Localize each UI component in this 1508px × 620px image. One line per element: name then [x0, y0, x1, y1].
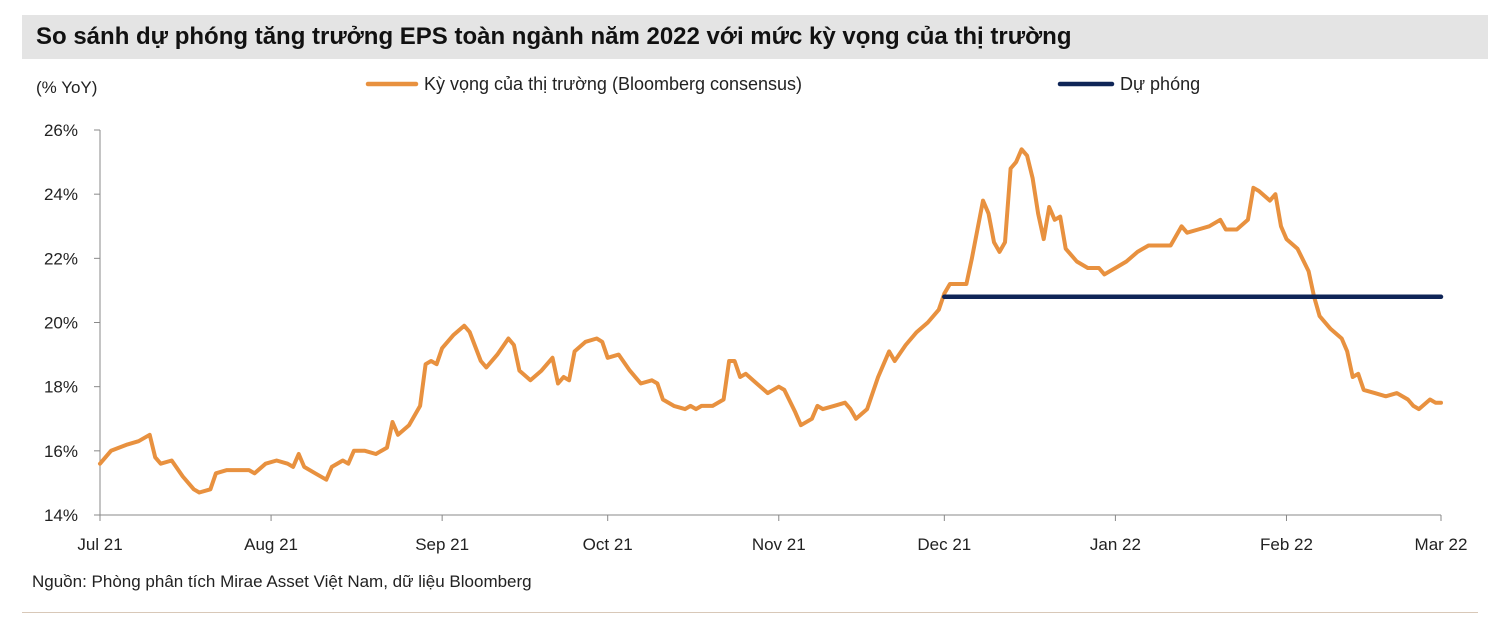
x-tick-label: Dec 21 [917, 535, 971, 554]
y-tick-label: 22% [44, 249, 78, 268]
y-tick-label: 16% [44, 442, 78, 461]
x-tick-label: Jan 22 [1090, 535, 1141, 554]
legend-label: Dự phóng [1120, 74, 1200, 94]
y-tick-label: 18% [44, 378, 78, 397]
y-tick-label: 20% [44, 314, 78, 333]
y-tick-label: 14% [44, 506, 78, 525]
series-line-consensus [98, 147, 1443, 495]
x-tick-label: Oct 21 [583, 535, 633, 554]
y-tick-label: 26% [44, 121, 78, 140]
bottom-divider [22, 612, 1478, 613]
legend-label: Kỳ vọng của thị trường (Bloomberg consen… [424, 74, 802, 94]
x-tick-label: Mar 22 [1415, 535, 1468, 554]
eps-growth-line-chart: 14% 16% 18% 20% 22% 24% 26% (% YoY) Jul 21 Aug 21… [36, 74, 1468, 554]
x-tick-label: Jul 21 [77, 535, 122, 554]
chart-title-bar: So sánh dự phóng tăng trưởng EPS toàn ng… [22, 15, 1488, 59]
y-axis-label: (% YoY) [36, 78, 97, 97]
source-note: Nguồn: Phòng phân tích Mirae Asset Việt … [32, 572, 532, 591]
y-tick-label: 24% [44, 185, 78, 204]
x-tick-label: Feb 22 [1260, 535, 1313, 554]
x-tick-label: Nov 21 [752, 535, 806, 554]
chart-title: So sánh dự phóng tăng trưởng EPS toàn ng… [36, 23, 1072, 50]
x-tick-label: Sep 21 [415, 535, 469, 554]
x-tick-label: Aug 21 [244, 535, 298, 554]
